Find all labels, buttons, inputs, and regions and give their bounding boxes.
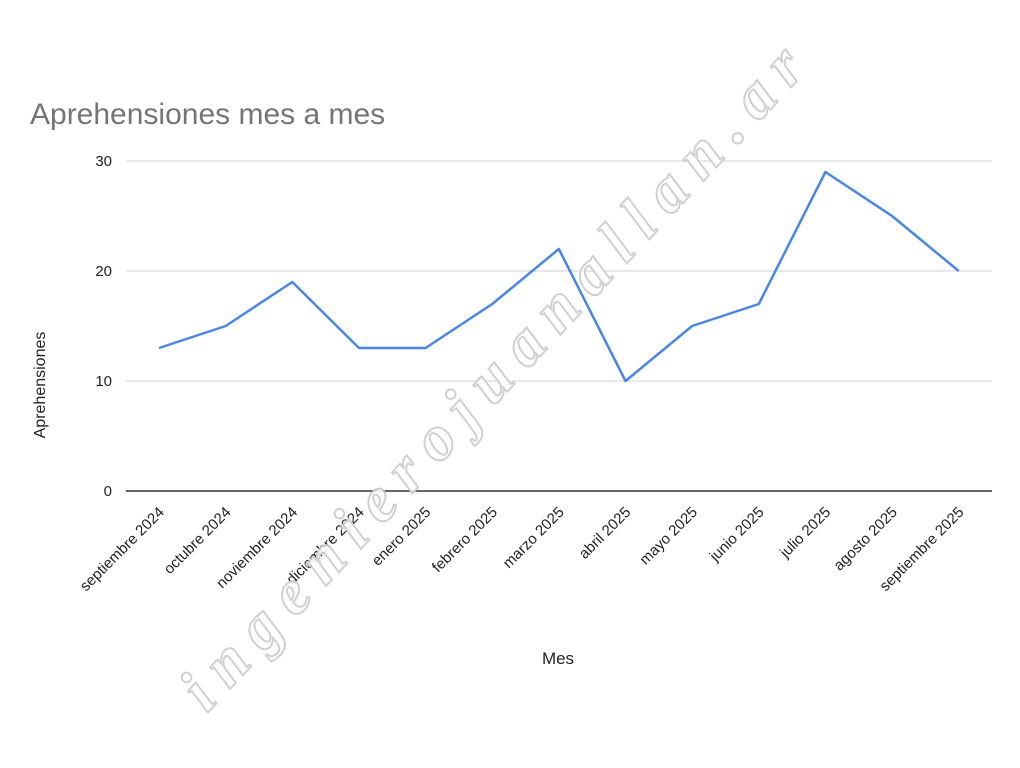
x-tick-label: febrero 2025 (429, 504, 501, 576)
y-axis-title: Aprehensiones (32, 332, 49, 439)
x-tick-label: mayo 2025 (636, 504, 701, 569)
x-tick-label: junio 2025 (706, 504, 768, 566)
chart-title: Aprehensiones mes a mes (30, 98, 385, 131)
y-tick-label: 20 (95, 263, 112, 280)
y-tick-label: 0 (104, 483, 112, 500)
x-tick-label: julio 2025 (776, 504, 834, 562)
x-tick-label: septiembre 2024 (77, 504, 168, 595)
x-tick-label: abril 2025 (576, 504, 635, 563)
watermark: ingenierojuanallan.ar (165, 31, 818, 724)
x-axis-title: Mes (542, 649, 574, 668)
data-line (158, 170, 960, 383)
y-tick-label: 10 (95, 373, 112, 390)
x-tick-label: agosto 2025 (830, 504, 900, 574)
y-tick-label: 30 (95, 153, 112, 170)
x-tick-label: octubre 2024 (161, 504, 235, 578)
x-tick-label: marzo 2025 (500, 504, 568, 572)
